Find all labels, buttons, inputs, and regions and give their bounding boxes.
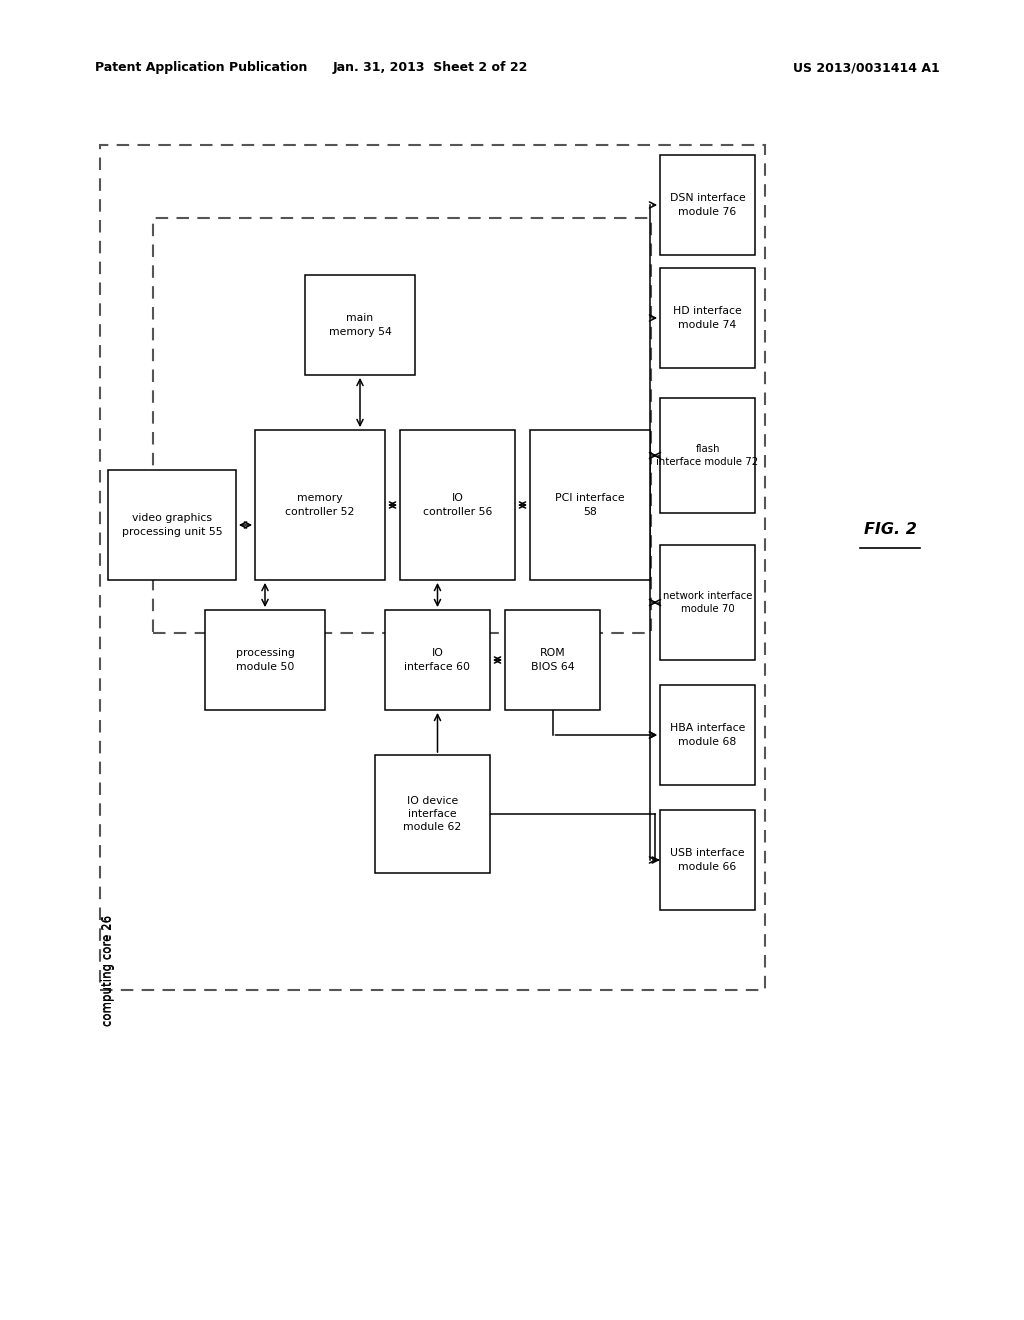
Bar bbox=[660, 810, 755, 909]
Text: USB interface
module 66: USB interface module 66 bbox=[670, 849, 744, 871]
Text: DSN interface
module 76: DSN interface module 76 bbox=[670, 194, 745, 216]
Bar bbox=[505, 610, 600, 710]
Bar bbox=[400, 430, 515, 579]
Bar bbox=[108, 470, 236, 579]
Text: HD interface
module 74: HD interface module 74 bbox=[673, 306, 741, 330]
Bar bbox=[100, 145, 765, 990]
Bar bbox=[255, 430, 385, 579]
Text: main
memory 54: main memory 54 bbox=[329, 313, 391, 337]
Bar bbox=[375, 755, 490, 873]
Text: processing
module 50: processing module 50 bbox=[236, 648, 295, 672]
Text: IO
interface 60: IO interface 60 bbox=[404, 648, 470, 672]
Text: HBA interface
module 68: HBA interface module 68 bbox=[670, 723, 745, 747]
Text: Jan. 31, 2013  Sheet 2 of 22: Jan. 31, 2013 Sheet 2 of 22 bbox=[333, 62, 527, 74]
Bar bbox=[660, 268, 755, 368]
Text: FIG. 2: FIG. 2 bbox=[863, 523, 916, 537]
Text: PCI interface
58: PCI interface 58 bbox=[555, 494, 625, 516]
Bar bbox=[305, 275, 415, 375]
Bar bbox=[530, 430, 650, 579]
Bar bbox=[660, 154, 755, 255]
Text: network interface
module 70: network interface module 70 bbox=[663, 591, 753, 614]
Bar bbox=[153, 218, 651, 634]
Bar bbox=[660, 685, 755, 785]
Text: computing core 26: computing core 26 bbox=[100, 915, 114, 1026]
Bar bbox=[660, 545, 755, 660]
Bar bbox=[205, 610, 325, 710]
Text: computing core 26: computing core 26 bbox=[102, 915, 115, 1026]
Text: flash
interface module 72: flash interface module 72 bbox=[656, 444, 759, 467]
Text: memory
controller 52: memory controller 52 bbox=[286, 494, 354, 516]
Bar bbox=[385, 610, 490, 710]
Text: IO
controller 56: IO controller 56 bbox=[423, 494, 493, 516]
Text: ROM
BIOS 64: ROM BIOS 64 bbox=[530, 648, 574, 672]
Text: video graphics
processing unit 55: video graphics processing unit 55 bbox=[122, 513, 222, 537]
Text: US 2013/0031414 A1: US 2013/0031414 A1 bbox=[794, 62, 940, 74]
Bar bbox=[660, 399, 755, 513]
Text: IO device
interface
module 62: IO device interface module 62 bbox=[403, 796, 462, 832]
Text: Patent Application Publication: Patent Application Publication bbox=[95, 62, 307, 74]
